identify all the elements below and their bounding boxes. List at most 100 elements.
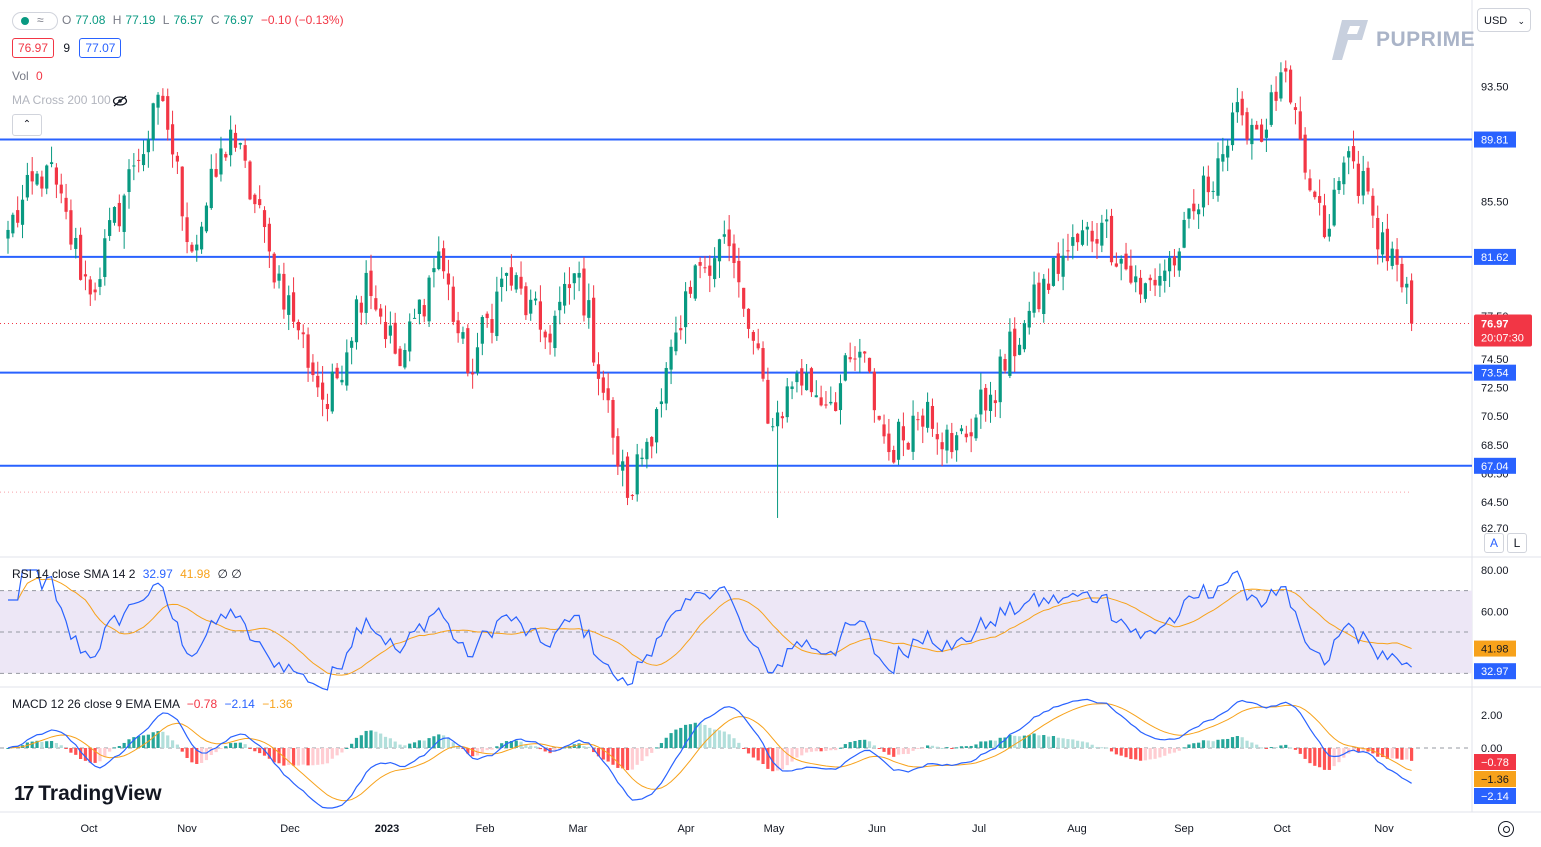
candle-body [1090, 230, 1094, 242]
level-price-label: 73.54 [1481, 368, 1509, 380]
candle-body [509, 267, 513, 286]
candle-body [35, 173, 39, 185]
macd-histogram-bar [161, 731, 165, 748]
candle-body [1313, 191, 1317, 198]
ma-cross-legend[interactable]: MA Cross 200 100 [12, 93, 128, 107]
low-value: 76.57 [173, 13, 204, 28]
macd-histogram-bar [403, 745, 407, 748]
candle-body [1042, 278, 1046, 315]
candle-body [88, 279, 92, 295]
macd-histogram-bar [1245, 740, 1249, 748]
eye-crossed-icon[interactable] [112, 95, 128, 107]
macd-histogram-bar [1197, 742, 1201, 748]
macd-histogram-bar [1279, 745, 1283, 748]
candle-body [1168, 258, 1172, 272]
candle-body [993, 400, 997, 404]
macd-histogram-bar [248, 748, 252, 749]
candle-body [1380, 232, 1385, 255]
auto-scale-button[interactable]: A [1484, 533, 1504, 553]
macd-histogram-bar [805, 748, 809, 753]
macd-histogram-bar [1390, 748, 1394, 759]
macd-histogram-bar [321, 748, 325, 765]
candle-body [466, 328, 470, 374]
countdown-label: 20:07:30 [1481, 333, 1524, 345]
macd-histogram-bar [1017, 736, 1022, 748]
gear-icon[interactable] [1498, 821, 1514, 837]
macd-histogram-bar [1100, 747, 1104, 749]
macd-line-tag-label: −2.14 [1481, 791, 1509, 803]
macd-histogram-bar [103, 748, 107, 757]
macd-histogram-bar [1385, 748, 1389, 759]
macd-histogram-bar [1182, 747, 1186, 749]
macd-histogram-bar [1395, 748, 1399, 759]
macd-histogram-bar [563, 747, 567, 749]
candle-body [16, 210, 20, 223]
macd-histogram-bar [1356, 748, 1360, 753]
candle-body [1056, 253, 1060, 274]
candle-body [229, 129, 233, 156]
macd-histogram-bar [601, 748, 605, 760]
macd-histogram-bar [1168, 748, 1172, 754]
time-tick-label: Jun [868, 823, 886, 835]
currency-select[interactable]: USD ⌄ [1477, 8, 1531, 32]
buy-price-button[interactable]: 77.07 [79, 38, 122, 58]
candle-body [1351, 146, 1356, 162]
candle-body [156, 94, 160, 108]
candle-body [1192, 203, 1196, 212]
macd-histogram-bar [427, 738, 431, 748]
macd-histogram-bar [291, 748, 296, 766]
candle-body [1187, 208, 1191, 219]
candle-body [742, 287, 746, 309]
macd-histogram-bar [1163, 748, 1167, 756]
candle-body [1066, 250, 1070, 252]
candle-body [141, 154, 146, 166]
macd-histogram-bar [412, 742, 417, 748]
candle-body [412, 317, 417, 319]
collapse-legend-button[interactable]: ⌃ [12, 114, 42, 136]
macd-histogram-bar [713, 729, 717, 748]
macd-histogram-bar [538, 748, 542, 750]
candle-body [930, 405, 935, 429]
macd-histogram-bar [1080, 741, 1085, 748]
macd-histogram-bar [1037, 735, 1041, 748]
macd-histogram-bar [901, 748, 905, 755]
macd-histogram-bar [229, 743, 233, 748]
macd-histogram-bar [209, 748, 213, 756]
time-tick-label: Oct [80, 823, 97, 835]
candle-body [688, 286, 693, 294]
candle-body [442, 248, 446, 272]
time-tick-label: Nov [1374, 823, 1394, 835]
candle-body [563, 283, 567, 306]
price-tick-label: 85.50 [1481, 196, 1509, 208]
candle-body [1134, 276, 1138, 283]
macd-histogram-bar [408, 743, 412, 748]
macd-histogram-bar [1255, 744, 1259, 748]
macd-histogram-bar [940, 747, 944, 749]
macd-tick-label: 0.00 [1481, 743, 1502, 755]
candle-body [703, 267, 707, 269]
macd-hist-tag-label: −0.78 [1481, 757, 1509, 769]
macd-histogram-bar [955, 747, 959, 749]
macd-histogram-bar [330, 748, 334, 759]
macd-histogram-bar [1105, 747, 1109, 749]
candle-body [335, 367, 339, 379]
price-tick-label: 70.50 [1481, 411, 1509, 423]
macd-histogram-bar [596, 748, 601, 757]
candle-body [572, 273, 576, 284]
candle-body [350, 340, 354, 348]
macd-histogram-bar [1119, 748, 1123, 756]
log-scale-button[interactable]: L [1507, 533, 1527, 553]
candle-body [611, 399, 615, 438]
symbol-toggle[interactable]: ≈ [12, 12, 58, 30]
candle-body [132, 165, 136, 167]
candle-body [485, 313, 489, 319]
macd-histogram-bar [892, 748, 896, 757]
sell-price-button[interactable]: 76.97 [12, 38, 55, 58]
tradingview-logo[interactable]: 17 TradingView [14, 782, 162, 805]
macd-histogram-bar [727, 734, 731, 748]
candle-body [1080, 230, 1085, 245]
candle-body [272, 253, 276, 283]
macd-histogram-bar [722, 731, 726, 748]
candle-body [282, 273, 286, 310]
